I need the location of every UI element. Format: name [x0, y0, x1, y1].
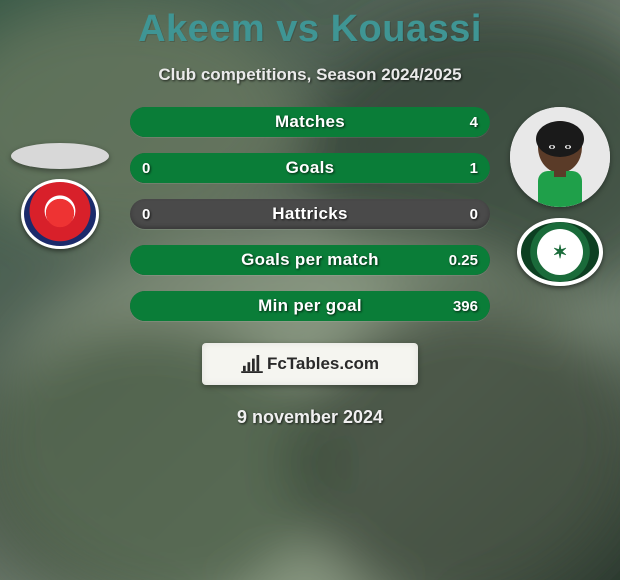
stat-value-right: 1	[470, 153, 478, 183]
player-left-column	[0, 107, 120, 249]
stat-label: Goals	[130, 153, 490, 183]
stat-row-goals: Goals0 1	[130, 153, 490, 183]
stat-label: Matches	[130, 107, 490, 137]
stat-row-goals-per-match: Goals per match0.25	[130, 245, 490, 275]
stat-row-hattricks: Hattricks0 0	[130, 199, 490, 229]
stat-row-min-per-goal: Min per goal396	[130, 291, 490, 321]
player-left-club-crest	[15, 179, 105, 249]
crest-green-club-inner-icon: ✶	[537, 229, 583, 275]
crest-home-united-icon	[21, 179, 99, 249]
player-right-photo-icon	[510, 107, 610, 207]
stat-label: Min per goal	[130, 291, 490, 321]
brand-chart-icon	[241, 355, 263, 373]
page-subtitle: Club competitions, Season 2024/2025	[158, 65, 461, 85]
page-title: Akeem vs Kouassi	[138, 8, 482, 51]
stat-value-right: 0	[470, 199, 478, 229]
stat-row-matches: Matches4	[130, 107, 490, 137]
brand-badge: FcTables.com	[202, 343, 418, 385]
player-right-avatar	[510, 107, 610, 207]
footer-date: 9 november 2024	[237, 407, 383, 428]
comparison-area: Matches4Goals01Hattricks00Goals per matc…	[0, 107, 620, 321]
content-root: Akeem vs Kouassi Club competitions, Seas…	[0, 0, 620, 580]
player-right-column: ✶	[500, 107, 620, 287]
stat-value-right: 4	[470, 107, 478, 137]
stat-value-left: 0	[142, 199, 150, 229]
player-right-club-crest: ✶	[515, 217, 605, 287]
stat-label: Goals per match	[130, 245, 490, 275]
stat-value-left: 0	[142, 153, 150, 183]
brand-text: FcTables.com	[267, 354, 379, 374]
player-left-avatar	[11, 143, 109, 169]
crest-green-club-icon: ✶	[517, 218, 603, 286]
stat-label: Hattricks	[130, 199, 490, 229]
stat-bars: Matches4Goals01Hattricks00Goals per matc…	[130, 107, 490, 321]
stat-value-right: 0.25	[449, 245, 478, 275]
stat-value-right: 396	[453, 291, 478, 321]
